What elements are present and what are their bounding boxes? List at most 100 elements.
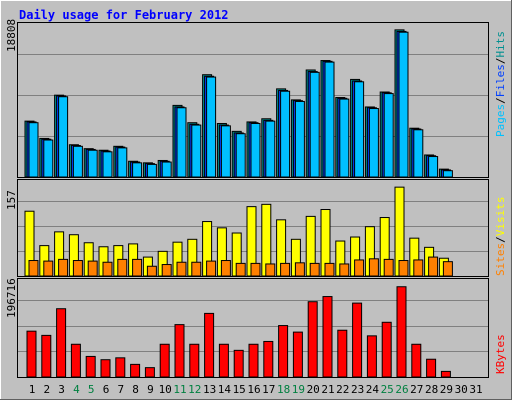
bar-pages xyxy=(58,96,69,178)
bar-sites xyxy=(309,262,320,277)
x-tick-label: 28 xyxy=(425,383,438,396)
bar-kbytes xyxy=(85,355,96,378)
bar-sites xyxy=(206,260,217,277)
bar-sites xyxy=(58,258,69,277)
x-axis-labels: 1 2 3 4 5 6 7 8 9 10 11 12 13 14 15 16 17 18 19 20 21 22 23 24 2… xyxy=(29,383,483,396)
bar-pages xyxy=(87,149,98,178)
bar-sites xyxy=(87,260,98,277)
legend-hits-panel: Pages/Files/Hits xyxy=(494,31,507,137)
legend-kbytes-panel: KBytes xyxy=(494,334,507,374)
bar-kbytes xyxy=(233,349,244,378)
bar-kbytes xyxy=(70,343,81,378)
bar-sites xyxy=(339,263,350,277)
bar-pages xyxy=(294,100,305,178)
x-tick-label: 31 xyxy=(469,383,482,396)
bar-sites xyxy=(146,265,157,277)
bar-pages xyxy=(280,90,291,178)
bar-sites xyxy=(368,258,379,277)
bar-kbytes xyxy=(218,343,229,378)
bar-kbytes xyxy=(174,324,185,378)
bar-pages xyxy=(354,81,365,178)
x-tick-label: 3 xyxy=(58,383,65,396)
x-tick-label: 12 xyxy=(188,383,201,396)
bar-kbytes xyxy=(278,325,289,378)
bar-kbytes xyxy=(366,335,377,378)
x-tick-label: 27 xyxy=(410,383,423,396)
legend-kbytes: KBytes xyxy=(494,334,507,374)
bar-pages xyxy=(368,108,379,178)
bar-kbytes xyxy=(381,321,392,378)
bar-sites xyxy=(324,262,335,277)
bar-kbytes xyxy=(307,301,318,378)
bar-pages xyxy=(43,139,54,178)
x-tick-label: 8 xyxy=(132,383,139,396)
bar-sites xyxy=(235,262,246,277)
bar-pages xyxy=(102,151,113,178)
bar-pages xyxy=(250,122,261,178)
bar-pages xyxy=(28,122,39,178)
bar-kbytes xyxy=(144,367,155,378)
bar-sites xyxy=(132,258,143,277)
x-tick-label: 4 xyxy=(73,383,80,396)
bar-pages xyxy=(191,124,202,178)
bar-pages xyxy=(206,76,217,178)
bar-kbytes xyxy=(100,359,111,378)
bar-pages xyxy=(324,61,335,178)
bar-sites xyxy=(383,258,394,277)
bar-kbytes xyxy=(396,286,407,378)
bar-pages xyxy=(72,145,83,178)
bar-kbytes xyxy=(440,370,451,378)
x-tick-label: 1 xyxy=(29,383,36,396)
bar-sites xyxy=(176,261,187,277)
legend-sep-2: / xyxy=(494,58,507,65)
bar-sites xyxy=(43,260,54,277)
bar-sites xyxy=(191,261,202,277)
bar-sites xyxy=(117,258,128,277)
bar-sites xyxy=(102,261,113,277)
bar-sites xyxy=(250,262,261,277)
legend-pages: Pages xyxy=(494,104,507,137)
x-tick-label: 25 xyxy=(381,383,394,396)
bar-kbytes xyxy=(56,308,67,378)
bar-kbytes xyxy=(115,357,126,378)
bar-sites xyxy=(354,259,365,277)
bar-pages xyxy=(161,161,172,178)
bar-kbytes xyxy=(426,358,437,378)
x-tick-label: 10 xyxy=(159,383,172,396)
bar-sites xyxy=(28,260,39,277)
bar-kbytes xyxy=(41,334,52,378)
bar-kbytes xyxy=(189,343,200,378)
x-tick-label: 30 xyxy=(455,383,468,396)
x-tick-label: 7 xyxy=(117,383,124,396)
bar-kbytes xyxy=(322,296,333,378)
bar-kbytes xyxy=(337,329,348,378)
bar-pages xyxy=(398,31,409,178)
x-tick-label: 29 xyxy=(440,383,453,396)
chart-title: Daily usage for February 2012 xyxy=(19,8,229,22)
x-tick-label: 9 xyxy=(147,383,154,396)
bar-kbytes xyxy=(248,343,259,378)
x-tick-label: 18 xyxy=(277,383,290,396)
bar-sites xyxy=(161,264,172,277)
bar-pages xyxy=(132,162,143,178)
legend-visits-panel: Sites/Visits xyxy=(494,197,507,277)
x-tick-label: 16 xyxy=(247,383,260,396)
bar-sites xyxy=(398,260,409,277)
bar-sites xyxy=(280,262,291,277)
bar-kbytes xyxy=(411,343,422,378)
bar-sites xyxy=(413,259,424,277)
x-tick-label: 23 xyxy=(351,383,364,396)
bar-kbytes xyxy=(204,312,215,378)
legend-sites: Sites xyxy=(494,243,507,276)
max-label-hits: 18808 xyxy=(5,19,18,52)
max-label-visits: 157 xyxy=(5,190,18,210)
bar-pages xyxy=(442,170,453,178)
bar-kbytes xyxy=(159,343,170,378)
bar-sites xyxy=(72,260,83,277)
legend-files: Files xyxy=(494,64,507,97)
bar-kbytes xyxy=(352,302,363,378)
bar-pages xyxy=(235,133,246,178)
max-label-kbytes: 196716 xyxy=(5,278,18,318)
bar-sites xyxy=(442,261,453,277)
